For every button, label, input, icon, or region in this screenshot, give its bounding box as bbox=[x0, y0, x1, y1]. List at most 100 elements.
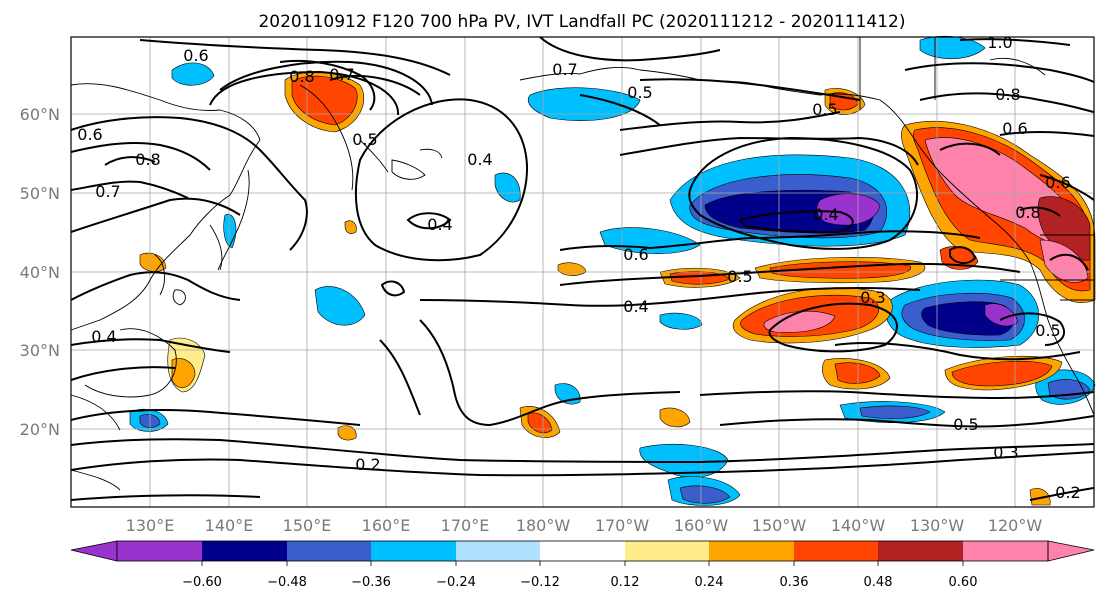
contour-label: 0.8 bbox=[1015, 203, 1040, 222]
latitude-label: 60°N bbox=[20, 105, 60, 124]
colorbar-segment bbox=[963, 541, 1048, 561]
negative-anomaly-area bbox=[314, 286, 366, 326]
map-frame bbox=[70, 36, 1095, 508]
colorbar-segment bbox=[709, 541, 794, 561]
latitude-label: 50°N bbox=[20, 184, 60, 203]
positive-anomaly-area bbox=[951, 360, 1053, 387]
contour-lines bbox=[70, 36, 1095, 501]
contour-label: 0.4 bbox=[427, 215, 452, 234]
colorbar-segment bbox=[202, 541, 287, 561]
contour-label: 0.6 bbox=[1045, 173, 1070, 192]
contour-label: 0.7 bbox=[329, 65, 354, 84]
longitude-label: 140°E bbox=[205, 516, 254, 535]
negative-anomaly-area bbox=[527, 87, 641, 121]
contour-label: 0.4 bbox=[467, 150, 492, 169]
contour-label: 0.6 bbox=[183, 46, 208, 65]
longitude-label: 140°W bbox=[831, 516, 886, 535]
contour-label: 0.5 bbox=[627, 83, 652, 102]
negative-anomaly-area bbox=[984, 303, 1019, 327]
longitude-label: 130°E bbox=[126, 516, 175, 535]
colorbar-label: −0.48 bbox=[267, 575, 307, 590]
negative-anomaly-area bbox=[679, 485, 731, 504]
positive-anomaly-area bbox=[344, 220, 357, 234]
longitude-labels: 130°E 140°E 150°E 160°E 170°E 180°W 170°… bbox=[126, 516, 1043, 535]
latitude-labels: 60°N 50°N 40°N 30°N 20°N bbox=[20, 105, 60, 439]
colorbar-segment bbox=[625, 541, 709, 561]
map-area: 0.6 0.8 0.7 0.5 0.4 0.6 0.8 0.7 0.7 0.5 … bbox=[70, 33, 1096, 508]
positive-anomaly-area bbox=[527, 412, 553, 434]
colorbar-segment bbox=[456, 541, 540, 561]
contour-label: 0.5 bbox=[352, 130, 377, 149]
plot-title: 2020110912 F120 700 hPa PV, IVT Landfall… bbox=[258, 12, 905, 32]
positive-anomaly-area bbox=[171, 358, 196, 388]
positive-anomaly-area bbox=[834, 362, 881, 384]
negative-anomaly-area bbox=[494, 172, 521, 203]
colorbar-label: −0.60 bbox=[182, 575, 222, 590]
gridlines bbox=[71, 37, 1094, 507]
negative-anomaly-area bbox=[859, 405, 931, 419]
coastlines bbox=[70, 37, 1095, 491]
longitude-label: 120°W bbox=[988, 516, 1043, 535]
contour-label: 0.8 bbox=[135, 150, 160, 169]
colorbar-label: −0.36 bbox=[351, 575, 391, 590]
latitude-label: 20°N bbox=[20, 420, 60, 439]
longitude-label: 160°E bbox=[362, 516, 411, 535]
colorbar-segment bbox=[878, 541, 963, 561]
longitude-label: 160°W bbox=[674, 516, 729, 535]
contour-label: 0.4 bbox=[91, 327, 116, 346]
contour-label: 0.4 bbox=[813, 205, 838, 224]
colorbar-extend-high bbox=[1047, 540, 1095, 562]
contour-label: 0.6 bbox=[77, 125, 102, 144]
contour-label: 0.5 bbox=[727, 267, 752, 286]
contour-label: 0.5 bbox=[953, 415, 978, 434]
colorbar-segment bbox=[371, 541, 456, 561]
contour-label: 0.8 bbox=[995, 85, 1020, 104]
colorbar-label: 0.48 bbox=[864, 575, 893, 590]
negative-anomaly-area bbox=[223, 213, 237, 249]
latitude-label: 30°N bbox=[20, 341, 60, 360]
shaded-anomalies bbox=[129, 35, 1096, 506]
contour-label: 0.8 bbox=[289, 67, 314, 86]
positive-anomaly-area bbox=[1029, 488, 1051, 506]
colorbar: −0.60 −0.48 −0.36 −0.24 −0.12 0.12 0.24 … bbox=[70, 540, 1095, 590]
colorbar-label: −0.24 bbox=[436, 575, 476, 590]
positive-anomaly-area bbox=[557, 262, 587, 276]
colorbar-segment bbox=[540, 541, 625, 561]
colorbar-segment bbox=[794, 541, 878, 561]
longitude-label: 150°E bbox=[283, 516, 332, 535]
negative-anomaly-area bbox=[599, 227, 701, 254]
contour-label: 0.6 bbox=[623, 245, 648, 264]
contour-label: 0.2 bbox=[355, 455, 380, 474]
colorbar-segment bbox=[287, 541, 371, 561]
contour-label: 0.5 bbox=[812, 100, 837, 119]
contour-label: 0.3 bbox=[860, 288, 885, 307]
colorbar-segment bbox=[117, 541, 202, 561]
positive-anomaly-area bbox=[337, 425, 357, 441]
contour-label: 0.2 bbox=[1055, 483, 1080, 502]
colorbar-label: −0.12 bbox=[520, 575, 560, 590]
longitude-label: 170°W bbox=[595, 516, 650, 535]
colorbar-label: 0.36 bbox=[780, 575, 809, 590]
positive-anomaly-area bbox=[291, 75, 358, 126]
contour-label: 0.7 bbox=[552, 60, 577, 79]
contour-label: 0.3 bbox=[993, 443, 1018, 462]
colorbar-label: 0.24 bbox=[695, 575, 724, 590]
longitude-label: 150°W bbox=[752, 516, 807, 535]
contour-label: 0.6 bbox=[1002, 119, 1027, 138]
longitude-label: 180°W bbox=[516, 516, 571, 535]
colorbar-ticks bbox=[201, 561, 964, 566]
contour-label: 1.0 bbox=[987, 33, 1012, 52]
colorbar-extend-low bbox=[70, 540, 118, 562]
colorbar-label: 0.12 bbox=[611, 575, 640, 590]
longitude-label: 170°E bbox=[441, 516, 490, 535]
colorbar-frame bbox=[116, 540, 1049, 562]
negative-anomaly-area bbox=[171, 62, 215, 86]
contour-label: 0.5 bbox=[1035, 321, 1060, 340]
negative-anomaly-area bbox=[659, 312, 703, 330]
colorbar-label: 0.60 bbox=[949, 575, 978, 590]
positive-anomaly-area bbox=[659, 407, 691, 428]
latitude-label: 40°N bbox=[20, 263, 60, 282]
negative-anomaly-area bbox=[919, 35, 986, 60]
contour-label: 0.4 bbox=[623, 297, 648, 316]
